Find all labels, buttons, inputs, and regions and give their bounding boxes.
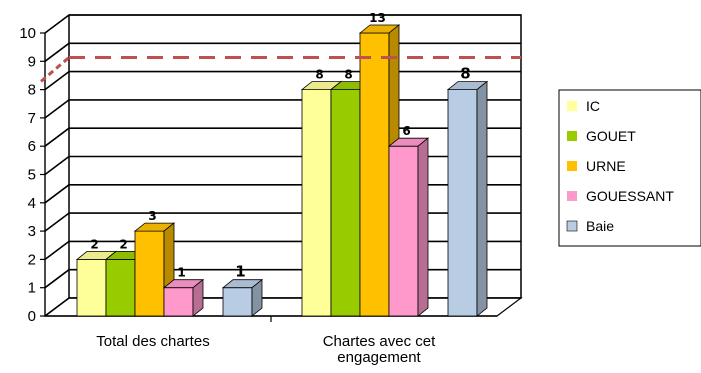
x-category-label: Chartes avec cet [323, 333, 436, 350]
gridline-side [44, 42, 70, 62]
bar-gouessant-1 [162, 278, 205, 317]
y-tick-labels: 0 1 2 3 4 5 6 7 8 9 10 [19, 25, 36, 325]
gridline-side [44, 184, 70, 204]
legend-swatch [567, 101, 577, 111]
gridline-side [44, 70, 70, 91]
legend: IC GOUET URNE GOUESSANT Baie [558, 89, 701, 247]
y-tick-label: 7 [28, 110, 36, 127]
y-tick-label: 6 [28, 138, 36, 155]
gridline-side [44, 127, 70, 147]
bar-gouessant-2-front [388, 145, 419, 317]
y-tick-label: 10 [19, 25, 36, 42]
bar-gouessant-1-side [192, 278, 204, 317]
bar-ic-1-front [76, 258, 107, 317]
x-category-label: engagement [337, 349, 421, 366]
legend-swatch [567, 161, 577, 171]
legend-swatch [567, 191, 577, 201]
bar-baie-2-side [476, 80, 488, 317]
data-label: 1 [177, 266, 185, 280]
gridline-side [44, 212, 70, 232]
y-tick-label: 1 [28, 280, 36, 297]
y-tick-label: 2 [28, 251, 36, 268]
bar-gouet-2-front [330, 89, 361, 317]
legend-swatch [566, 220, 578, 232]
bar-baie-1-front [222, 287, 253, 317]
data-label: 8 [344, 68, 352, 82]
category-labels: Total des chartes Chartes avec cetengagem… [96, 333, 436, 366]
x-category-label: Total des chartes [96, 333, 209, 350]
gridline-side [44, 269, 70, 289]
gridline-side [44, 155, 70, 176]
data-label: 3 [148, 209, 156, 223]
gridline-side [44, 14, 70, 34]
bar-ic-2-front [301, 89, 332, 317]
bar-baie-1 [221, 278, 264, 317]
data-label: 8 [315, 68, 323, 82]
gridline-side [44, 99, 70, 119]
data-labels: 2 2 3 1 1 8 8 13 6 8 [90, 11, 470, 281]
legend-swatch [567, 131, 577, 141]
gridline-side [44, 240, 70, 261]
data-label: 2 [90, 237, 98, 251]
gridline-side [44, 297, 70, 317]
data-label: 1 [235, 263, 245, 281]
bar-gouessant-2 [387, 137, 430, 317]
y-tick-label: 3 [28, 223, 36, 240]
y-tick-label: 5 [28, 167, 36, 184]
bar-baie-2 [446, 80, 489, 317]
y-tick-label: 9 [28, 53, 36, 70]
y-tick-label: 0 [28, 308, 36, 325]
legend-label: URNE [586, 158, 626, 174]
legend-label: Baie [586, 218, 614, 234]
bar-baie-2-front [447, 89, 478, 317]
y-tick-label: 8 [28, 82, 36, 99]
data-label: 8 [460, 65, 470, 83]
legend-label: IC [586, 98, 600, 114]
data-label: 13 [369, 11, 386, 25]
legend-label: GOUET [586, 128, 636, 144]
bar-gouessant-2-side [417, 137, 429, 317]
bars [75, 24, 489, 317]
bar-baie-1-side [251, 278, 263, 317]
data-label: 2 [119, 237, 127, 251]
bar-urne-1-front [134, 230, 165, 317]
legend-label: GOUESSANT [586, 188, 674, 204]
bar-gouessant-1-front [163, 287, 194, 317]
bar-gouet-1-front [105, 258, 136, 317]
bar-urne-1 [133, 222, 176, 317]
legend-box [558, 89, 701, 247]
data-label: 6 [402, 124, 410, 138]
bar-urne-2-front [359, 32, 390, 317]
reference-line-side [40, 56, 70, 83]
y-tick-label: 4 [28, 195, 36, 212]
reference-line-group [40, 55, 521, 83]
